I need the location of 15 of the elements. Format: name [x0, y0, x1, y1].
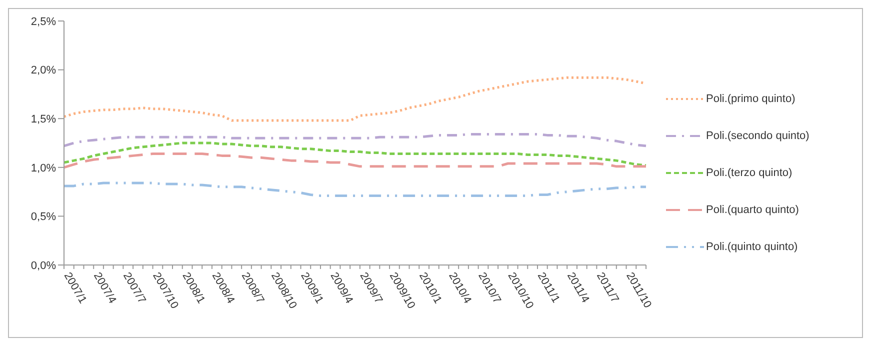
- line-series: [62, 182, 648, 197]
- legend-label: Poli.(primo quinto): [706, 93, 796, 105]
- y-tick-label: 1,0%: [30, 162, 56, 174]
- legend-label: Poli.(quarto quinto): [706, 204, 799, 216]
- y-tick-label: 1,5%: [30, 114, 56, 126]
- y-tick-label: 2,5%: [30, 16, 56, 28]
- y-tick-label: 2,0%: [30, 64, 56, 77]
- legend-label: Poli.(quinto quinto): [706, 241, 798, 253]
- legend-label: Poli.(terzo quinto): [706, 167, 792, 179]
- line-series: [62, 152, 648, 169]
- legend-label: Poli.(secondo quinto): [706, 130, 810, 142]
- line-series: [62, 132, 648, 148]
- y-tick-label: 0,5%: [30, 211, 56, 224]
- line-series: [62, 142, 648, 167]
- y-tick-label: 0,0%: [30, 260, 56, 272]
